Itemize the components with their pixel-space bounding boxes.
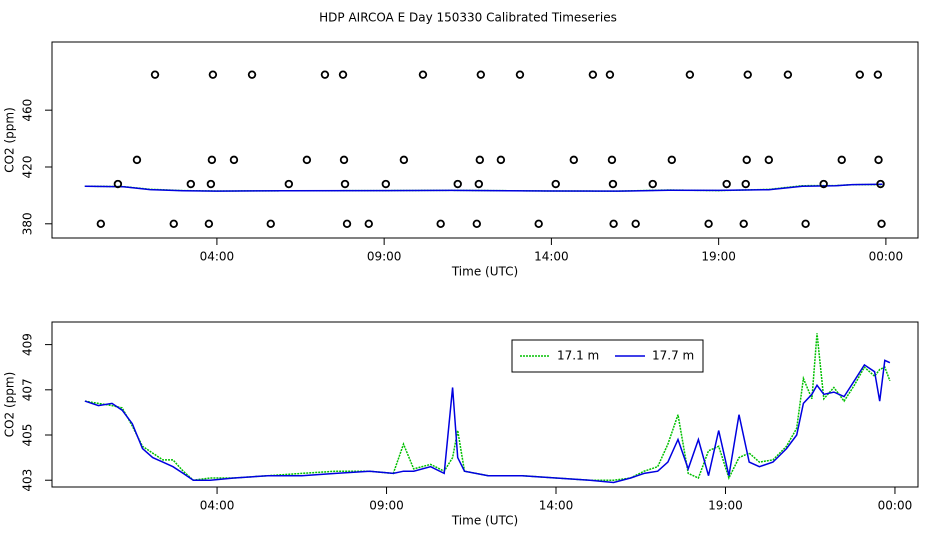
point xyxy=(873,70,883,79)
point xyxy=(418,70,428,79)
point xyxy=(206,179,216,189)
point xyxy=(381,179,391,189)
point xyxy=(783,70,793,79)
point xyxy=(453,179,462,189)
point xyxy=(685,70,695,79)
point xyxy=(605,70,615,79)
point xyxy=(169,219,178,228)
series-line xyxy=(84,183,883,192)
point xyxy=(742,155,751,165)
x-tick-label: 00:00 xyxy=(878,499,913,513)
point xyxy=(364,219,373,228)
point xyxy=(855,70,864,79)
y-tick-label: 405 xyxy=(21,424,35,447)
point xyxy=(876,179,885,189)
point xyxy=(764,155,774,165)
x-tick-label: 00:00 xyxy=(869,250,904,264)
point xyxy=(266,219,275,228)
point xyxy=(801,219,810,228)
point xyxy=(569,155,579,165)
point xyxy=(609,219,618,228)
x-axis-label: Time (UTC) xyxy=(451,265,518,279)
point xyxy=(474,179,484,189)
point xyxy=(877,219,886,228)
point xyxy=(739,219,748,228)
chart-title: HDP AIRCOA E Day 150330 Calibrated Times… xyxy=(319,11,617,25)
point xyxy=(743,70,752,79)
legend-label: 17.7 m xyxy=(652,349,694,363)
y-tick-label: 460 xyxy=(21,99,35,122)
point xyxy=(132,155,142,165)
point xyxy=(667,155,677,165)
plot-frame xyxy=(51,321,919,488)
series-line xyxy=(84,359,891,484)
point xyxy=(704,219,713,228)
point xyxy=(515,70,525,79)
point xyxy=(607,155,617,165)
x-tick-label: 14:00 xyxy=(534,250,569,264)
point xyxy=(608,179,618,189)
legend-box xyxy=(511,339,704,373)
point xyxy=(284,179,294,189)
point xyxy=(96,219,106,228)
point xyxy=(399,155,409,165)
point xyxy=(150,70,160,79)
series-line xyxy=(84,333,891,481)
point xyxy=(588,70,598,79)
x-tick-label: 09:00 xyxy=(369,499,404,513)
point xyxy=(207,155,217,165)
y-tick-label: 407 xyxy=(21,378,35,401)
point xyxy=(722,179,731,189)
point xyxy=(320,70,330,79)
x-axis-label: Time (UTC) xyxy=(451,514,518,528)
point xyxy=(113,179,123,189)
point xyxy=(342,219,352,228)
y-tick-label: 380 xyxy=(21,212,35,235)
point xyxy=(874,155,883,165)
point xyxy=(208,70,218,79)
point xyxy=(229,155,239,165)
y-axis-label: CO2 (ppm) xyxy=(3,372,17,438)
plot-frame xyxy=(51,41,919,239)
point xyxy=(475,155,485,165)
point xyxy=(436,219,445,228)
x-tick-label: 09:00 xyxy=(367,250,402,264)
point xyxy=(648,179,657,189)
point xyxy=(496,155,506,165)
y-tick-label: 420 xyxy=(21,156,35,179)
y-axis-label: CO2 (ppm) xyxy=(3,107,17,173)
point xyxy=(819,179,828,189)
x-tick-label: 19:00 xyxy=(708,499,743,513)
point xyxy=(247,70,257,79)
point xyxy=(338,70,348,79)
point xyxy=(472,219,482,228)
point xyxy=(631,219,640,228)
y-tick-label: 403 xyxy=(21,469,35,492)
point xyxy=(204,219,214,228)
legend-label: 17.1 m xyxy=(557,349,599,363)
x-tick-label: 14:00 xyxy=(539,499,574,513)
point xyxy=(741,179,750,189)
point xyxy=(837,155,846,165)
point xyxy=(339,155,349,165)
point xyxy=(551,179,560,189)
point xyxy=(476,70,486,79)
point xyxy=(302,155,312,165)
point xyxy=(186,179,196,189)
x-tick-label: 04:00 xyxy=(200,499,235,513)
x-tick-label: 04:00 xyxy=(200,250,235,264)
point xyxy=(340,179,350,189)
point xyxy=(534,219,543,228)
y-tick-label: 409 xyxy=(21,333,35,356)
x-tick-label: 19:00 xyxy=(701,250,736,264)
